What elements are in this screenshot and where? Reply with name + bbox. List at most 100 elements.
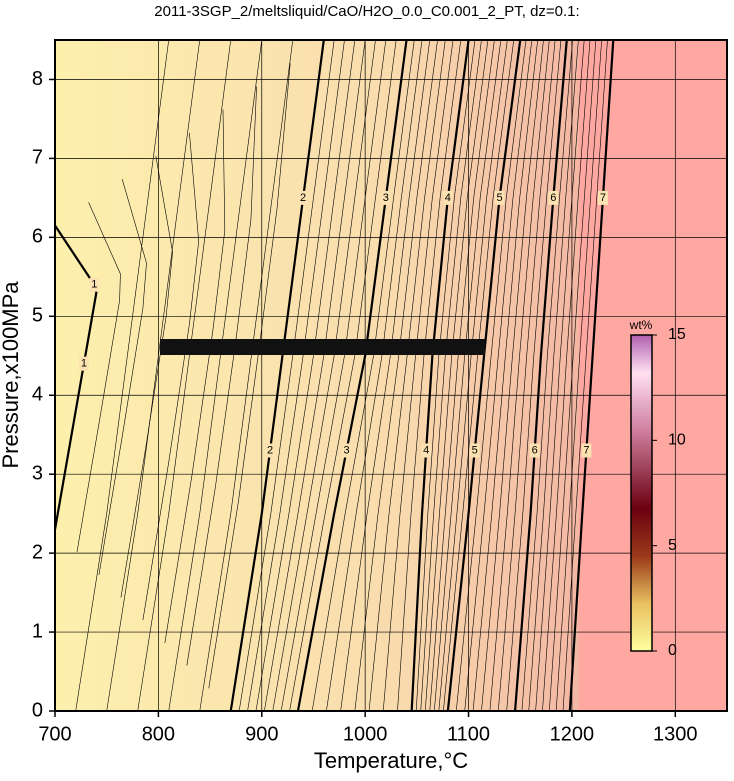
colorbar-tick-label: 5 [668,537,677,554]
contour-label-bg [597,190,608,205]
contour-label-bg [469,443,480,458]
minor-contour [164,109,226,643]
contour-label: 4 [423,444,429,456]
contour-label: 1 [91,279,97,291]
x-tick-label: 800 [142,723,175,745]
minor-contour [443,39,515,712]
contour-label: 3 [383,192,389,204]
colorbar-tick-label: 10 [668,432,686,449]
contour-line [568,39,615,712]
minor-contour [382,39,454,712]
colorbar-tick-label: 15 [668,326,686,343]
x-tick-label: 1100 [447,723,490,745]
contour-label: 1 [81,358,87,370]
contour-label-bg [529,443,540,458]
minor-contour [264,39,366,712]
x-tick-label: 1000 [343,723,388,745]
y-tick-label: 7 [32,147,43,169]
contour-label-bg [341,443,352,458]
minor-contour [489,39,550,712]
minor-contour [247,39,345,712]
contour-label-bg [548,190,559,205]
minor-contour [464,39,533,712]
contour-label-bg [265,443,276,458]
contour-line [53,224,98,530]
minor-contour [354,39,438,712]
minor-contour [542,39,591,712]
minor-contour [368,39,446,712]
y-tick-label: 3 [32,462,43,484]
minor-contour [429,39,495,712]
minor-contour [521,39,573,712]
plot-frame [54,39,728,712]
contour-label-bg [298,190,309,205]
colorbar-tick-label: 0 [668,642,677,659]
minor-contour [549,39,597,712]
y-tick-label: 8 [32,68,43,90]
minor-contour [142,132,200,621]
minor-contour [98,179,147,575]
contour-label: 6 [550,192,556,204]
contour-label-bg [581,443,592,458]
contour-label: 3 [343,444,349,456]
minor-contour [340,39,431,712]
x-tick-label: 900 [245,723,278,745]
minor-contour [280,39,387,712]
contour-line [296,39,408,712]
minor-contour [199,39,294,712]
minor-contour [433,39,502,712]
contour-label: 7 [600,192,606,204]
minor-contour [472,39,538,712]
chart-title: 2011-3SGP_2/meltsliquid/CaO/H2O_0.0_C0.0… [154,3,579,20]
minor-contour [168,39,263,712]
minor-contour [289,39,397,712]
contour-label-bg [421,443,432,458]
colorbar [630,334,653,652]
minor-contour [326,39,423,712]
x-tick-label: 1200 [550,723,595,745]
contour-label-bg [442,190,453,205]
contour-label: 5 [472,444,478,456]
x-tick-label: 700 [38,723,71,745]
contour-label-bg [380,190,391,205]
minor-contour [415,39,476,712]
contour-label: 7 [583,444,589,456]
minor-contour [424,39,489,712]
minor-contour [76,202,121,553]
contour-label-bg [78,356,89,371]
minor-contour [455,39,527,712]
minor-contour [528,39,579,712]
contour-label: 4 [445,192,451,204]
minor-contour [497,39,556,712]
contour-line [513,39,568,712]
contour-label: 2 [300,192,306,204]
minor-contour [535,39,585,712]
contour-label: 6 [532,444,538,456]
y-tick-label: 6 [32,226,43,248]
minor-contour [311,39,415,712]
dense-contour-band [160,339,485,355]
y-axis-label: Pressure,x100MPa [0,281,23,469]
minor-contour [397,39,462,712]
y-tick-label: 4 [32,384,43,406]
minor-contour [420,39,482,712]
minor-contour [562,39,608,712]
contour-label-bg [89,277,100,292]
minor-contour [438,39,508,712]
x-axis-label: Temperature,°C [314,748,468,773]
minor-contour [238,39,335,712]
minor-contour [481,39,544,712]
contour-line [446,39,522,712]
minor-contour [506,39,562,712]
contour-label: 5 [496,192,502,204]
y-tick-label: 1 [32,620,43,642]
minor-contour [255,39,356,712]
contour-label: 2 [267,444,273,456]
x-tick-label: 1300 [653,723,698,745]
minor-contour [555,39,602,712]
contour-line [410,39,470,712]
colorbar-label: wt% [629,318,653,332]
minor-contour [272,39,376,712]
contour-label-bg [494,190,505,205]
